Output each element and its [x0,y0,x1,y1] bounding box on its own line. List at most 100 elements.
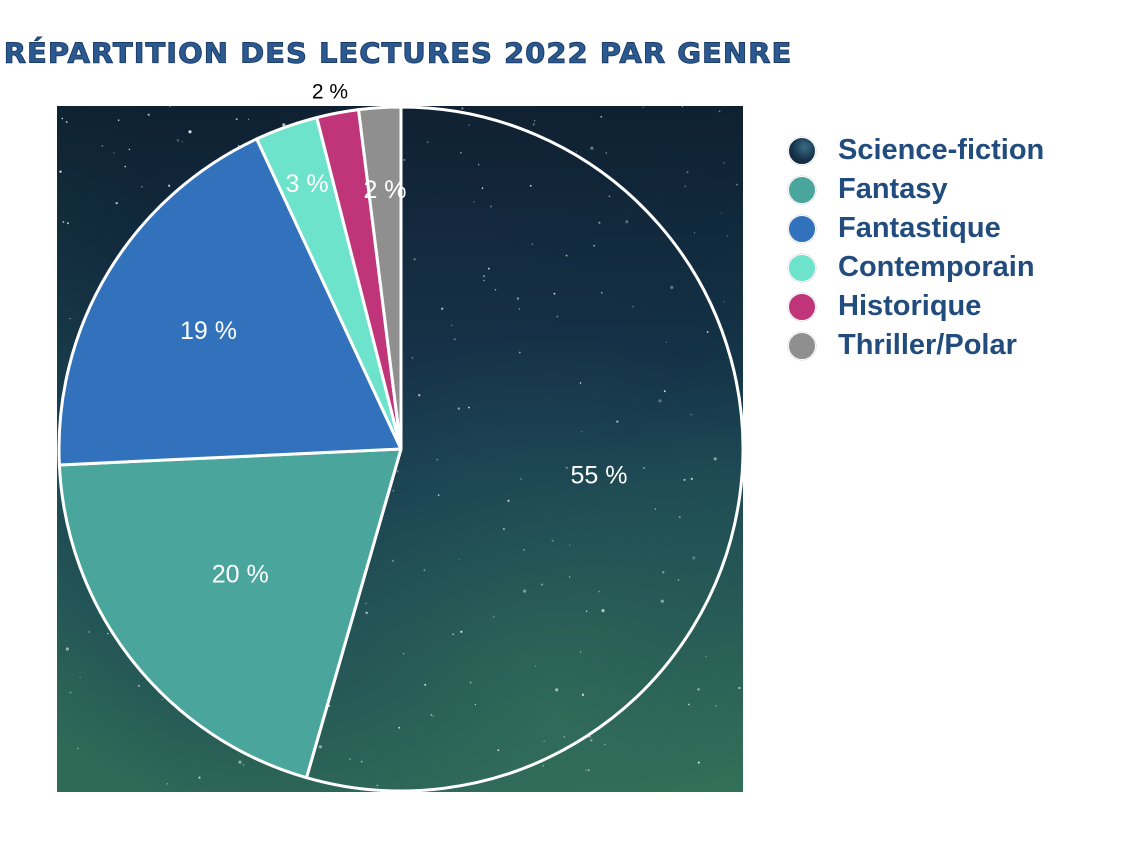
star [235,118,238,121]
pie-slice-science-fiction [305,105,745,793]
star [198,776,201,779]
star [365,611,368,615]
data-label-science-fiction: 55 % [571,462,628,490]
star [176,139,180,142]
legend-swatch-icon [788,253,816,282]
star [391,559,394,562]
star [507,499,510,502]
star [688,703,690,706]
star [697,688,700,691]
star [532,123,535,126]
star [473,200,475,203]
star [424,683,427,686]
star [432,715,435,718]
star [569,544,571,546]
star [723,301,725,303]
star [79,676,81,679]
legend-item-fantasy: Fantasy [788,170,1044,209]
star [66,222,69,225]
star [492,615,495,618]
star [115,201,118,205]
star [237,144,240,147]
star [436,458,439,461]
data-label-fantastique: 19 % [180,317,237,345]
data-label-contemporain: 3 % [286,170,329,198]
star [540,583,544,586]
star [598,221,601,224]
legend-label: Historique [838,290,982,322]
star [534,665,537,667]
star [697,761,700,764]
star [600,292,603,294]
legend: Science-fiction Fantasy Fantastique Contemp… [788,131,1044,365]
star [654,508,657,510]
star [396,470,399,473]
star [556,315,559,318]
legend-item-historique: Historique [788,287,1044,326]
star [686,171,689,174]
star [452,633,454,636]
legend-swatch-icon [788,331,816,360]
legend-swatch-icon [788,292,816,321]
star [457,407,460,410]
legend-item-thriller-polar: Thriller/Polar [788,326,1044,365]
star [376,784,378,787]
star [693,232,696,234]
pie-slice-fantastique [57,137,403,467]
star [62,220,65,223]
pie-slice-thriller-polar [357,105,403,451]
star [450,324,453,327]
star [101,144,104,147]
star [403,158,406,161]
star [670,285,674,289]
star [662,571,665,574]
star [692,556,696,560]
star [413,258,416,261]
star [616,420,619,423]
star [437,494,440,496]
star [117,119,120,121]
star [441,307,444,310]
star [736,183,738,186]
star [467,406,470,409]
star [534,120,536,122]
star [474,703,477,706]
star [665,341,668,344]
star [713,457,717,461]
star [458,558,460,561]
star [542,764,545,767]
star [585,769,587,771]
star [497,749,500,752]
star [128,148,131,151]
star [677,579,680,581]
star [690,413,693,416]
legend-label: Fantastique [838,212,1001,244]
star [684,185,687,188]
star [518,351,521,354]
star [430,714,433,716]
star [705,655,707,658]
star [65,121,68,123]
star [107,632,109,635]
star [715,705,717,707]
star [579,382,582,384]
star [520,478,522,480]
star [523,589,527,593]
star [502,528,505,530]
star [238,760,242,764]
star [423,569,426,572]
star [720,212,723,215]
star [625,220,629,224]
star [348,757,352,761]
data-label-thriller-polar: 2 % [363,176,406,204]
star [590,146,594,150]
star [166,782,169,785]
data-label-fantasy: 20 % [212,561,269,589]
star [563,736,565,738]
star [482,275,486,278]
star [247,118,250,121]
star [605,152,607,154]
star [551,539,554,542]
star [585,610,588,612]
star [282,123,286,127]
